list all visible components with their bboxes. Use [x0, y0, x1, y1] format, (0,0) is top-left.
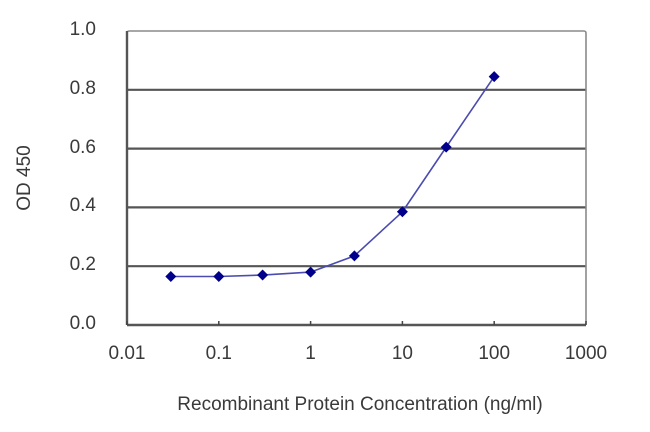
data-point-diamond-icon — [165, 270, 177, 282]
y-tick-label: 0.0 — [69, 313, 96, 334]
y-tick-label: 0.4 — [69, 195, 96, 217]
y-axis-label: OD 450 — [14, 145, 35, 211]
data-point-diamond-icon — [257, 269, 269, 281]
data-point-diamond-icon — [396, 206, 408, 218]
data-line — [170, 76, 495, 278]
plot-frame — [126, 30, 587, 326]
y-tick-label: 0.6 — [69, 136, 96, 158]
x-tick-label: 10 — [391, 343, 413, 364]
x-tick-label: 1000 — [564, 343, 608, 364]
x-tick-label: 100 — [478, 343, 511, 364]
x-tick-label: 0.01 — [108, 343, 146, 364]
data-point-diamond-icon — [440, 141, 452, 153]
data-point-diamond-icon — [213, 270, 225, 282]
y-tick-label: 0.8 — [69, 77, 96, 99]
x-tick-label: 0.1 — [205, 343, 232, 364]
data-point-diamond-icon — [348, 250, 360, 262]
y-tick-label: 1.0 — [69, 19, 96, 40]
y-tick-label: 0.2 — [69, 254, 96, 276]
data-point-diamond-icon — [488, 71, 500, 83]
data-point-diamond-icon — [305, 266, 317, 278]
x-tick-label: 1 — [305, 343, 316, 364]
x-axis-label: Recombinant Protein Concentration (ng/ml… — [177, 394, 543, 415]
